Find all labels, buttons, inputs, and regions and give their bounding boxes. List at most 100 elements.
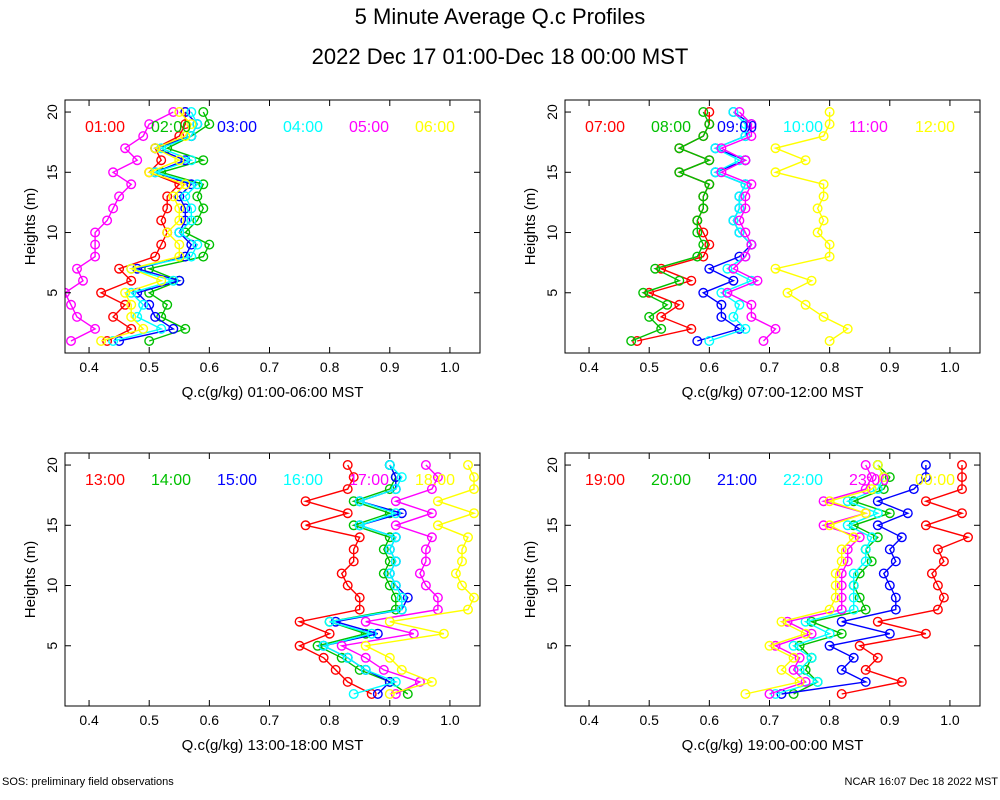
x-tick-label: 0.6 [200,712,220,728]
data-point [884,508,895,519]
data-point [704,239,715,250]
data-point [824,336,835,347]
data-point [824,520,835,531]
legend-label-1400: 14:00 [151,472,191,489]
data-point [854,532,865,543]
data-point [818,311,829,322]
legend-label-1500: 15:00 [217,472,257,489]
data-point [342,580,353,591]
data-point [65,336,76,347]
data-point [836,556,847,567]
data-point [734,106,745,117]
data-point [896,676,907,687]
data-point [384,544,395,555]
data-point [836,568,847,579]
data-point [938,556,949,567]
data-point [348,556,359,567]
data-point [192,215,203,226]
data-point [722,287,733,298]
data-point [710,143,721,154]
data-point [698,191,709,202]
data-point [186,106,197,117]
x-tick-label: 0.7 [760,359,780,375]
data-point [818,191,829,202]
data-point [126,179,137,190]
data-point [463,604,474,615]
data-point [180,215,191,226]
data-point [348,689,359,700]
data-point [336,568,347,579]
y-tick-label: 5 [544,289,560,297]
data-point [469,472,480,483]
data-point [716,287,727,298]
data-point [770,143,781,154]
data-point [150,251,161,262]
data-point [800,299,811,310]
data-point [818,131,829,142]
data-point [908,484,919,495]
data-point [800,628,811,639]
data-point [360,640,371,651]
data-point [836,628,847,639]
data-point [734,155,745,166]
data-point [860,604,871,615]
plot-area [740,460,974,700]
data-point [818,215,829,226]
legend-label-0500: 05:00 [349,119,389,136]
series-line-0500 [65,111,174,342]
data-point [674,143,685,154]
data-point [90,227,101,238]
data-point [836,592,847,603]
data-point [854,568,865,579]
data-point [794,652,805,663]
data-point [390,592,401,603]
data-point [938,592,949,603]
data-point [426,532,437,543]
data-point [432,472,443,483]
data-point [824,239,835,250]
data-point [384,460,395,471]
data-point [698,251,709,262]
data-point [396,664,407,675]
data-point [662,299,673,310]
data-point [878,484,889,495]
data-point [354,592,365,603]
data-point [432,496,443,507]
x-tick-label: 0.7 [260,359,280,375]
x-tick-label: 0.6 [700,712,720,728]
data-point [174,227,185,238]
data-point [926,568,937,579]
data-point [426,484,437,495]
data-point [818,179,829,190]
data-point [457,544,468,555]
series-line-1900 [841,465,971,695]
data-point [198,251,209,262]
data-point [782,287,793,298]
data-point [402,592,413,603]
x-tick-label: 0.6 [200,359,220,375]
data-point [150,311,161,322]
data-point [126,263,137,274]
data-point [830,568,841,579]
data-point [836,689,847,700]
data-point [360,652,371,663]
data-point [884,628,895,639]
data-point [746,119,757,130]
data-point [740,203,751,214]
data-point [704,106,715,117]
data-point [866,532,877,543]
data-point [890,592,901,603]
data-point [396,604,407,615]
chart-panel-4: 0.4 0.5 0.6 0.7 0.8 0.9 1.0 5 10 15 20 Q.c(g/kg) 19… [522,452,981,754]
x-tick-label: 0.5 [639,712,659,728]
data-point [384,689,395,700]
data-point [674,167,685,178]
data-point [812,676,823,687]
data-point [812,203,823,214]
data-point [198,203,209,214]
data-point [108,167,119,178]
data-point [180,191,191,202]
data-point [378,544,389,555]
data-point [734,227,745,238]
data-point [90,239,101,250]
